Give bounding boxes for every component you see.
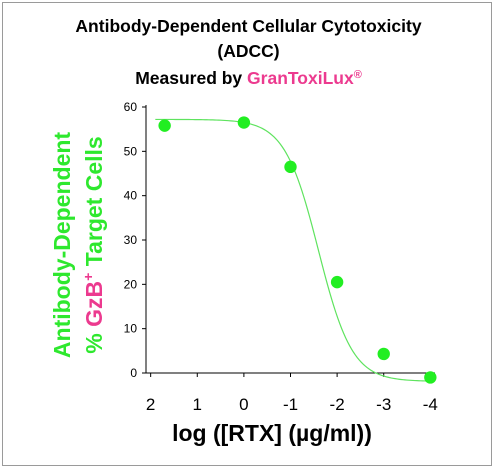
y-tick-labels-group: 0 10 20 30 40 50 60: [124, 100, 138, 380]
chart-title-line2: (ADCC): [217, 41, 280, 61]
y-axis-label-line1: Antibody-Dependent: [49, 132, 75, 358]
data-point: [424, 371, 437, 384]
y-axis-label-line2: % GzB+ Target Cells: [80, 136, 107, 353]
ylabel-gzb: GzB: [81, 281, 107, 327]
chart-title-line3: Measured by GranToxiLux®: [0, 65, 497, 89]
y-tick-label: 50: [124, 144, 138, 158]
ylabel-suffix: Target Cells: [81, 136, 107, 272]
chart-axes: [142, 105, 435, 377]
chart-frame: [2, 2, 492, 466]
brand-name: GranToxiLux®: [247, 68, 362, 88]
data-point: [284, 160, 297, 174]
data-point: [237, 116, 251, 129]
registered-mark: ®: [353, 69, 362, 81]
y-tick-label: 20: [124, 277, 138, 291]
y-tick-label: 10: [124, 322, 138, 336]
y-tick-label: 60: [124, 100, 138, 114]
data-points-group: [158, 116, 437, 384]
x-tick-label: -3: [376, 395, 391, 414]
data-point: [377, 347, 390, 361]
ylabel-prefix: %: [81, 327, 107, 354]
x-tick-label: -1: [283, 395, 298, 414]
x-tick-label: -2: [330, 395, 345, 414]
fit-curve: [155, 118, 433, 382]
x-tick-label: 1: [193, 395, 202, 414]
y-tick-label: 0: [130, 366, 137, 380]
x-tick-label: -4: [423, 395, 438, 414]
ylabel-superscript: +: [80, 273, 96, 281]
data-point: [330, 275, 344, 289]
x-tick-labels-group: 2 1 0 -1 -2 -3 -4: [146, 395, 438, 414]
x-tick-label: 0: [239, 395, 248, 414]
fit-curve-group: [155, 118, 433, 382]
brand-text: GranToxiLux: [247, 68, 354, 88]
data-point: [158, 119, 171, 132]
x-axis-label: log ([RTX] (µg/ml)): [172, 420, 372, 446]
x-tick-label: 2: [146, 395, 155, 414]
y-axis-label: Antibody-Dependent % GzB+ Target Cells: [49, 132, 107, 358]
y-tick-label: 40: [124, 189, 138, 203]
title-prefix: Measured by: [135, 68, 248, 88]
y-tick-label: 30: [124, 233, 138, 247]
chart-title-line1: Antibody-Dependent Cellular Cytotoxicity: [75, 16, 422, 36]
